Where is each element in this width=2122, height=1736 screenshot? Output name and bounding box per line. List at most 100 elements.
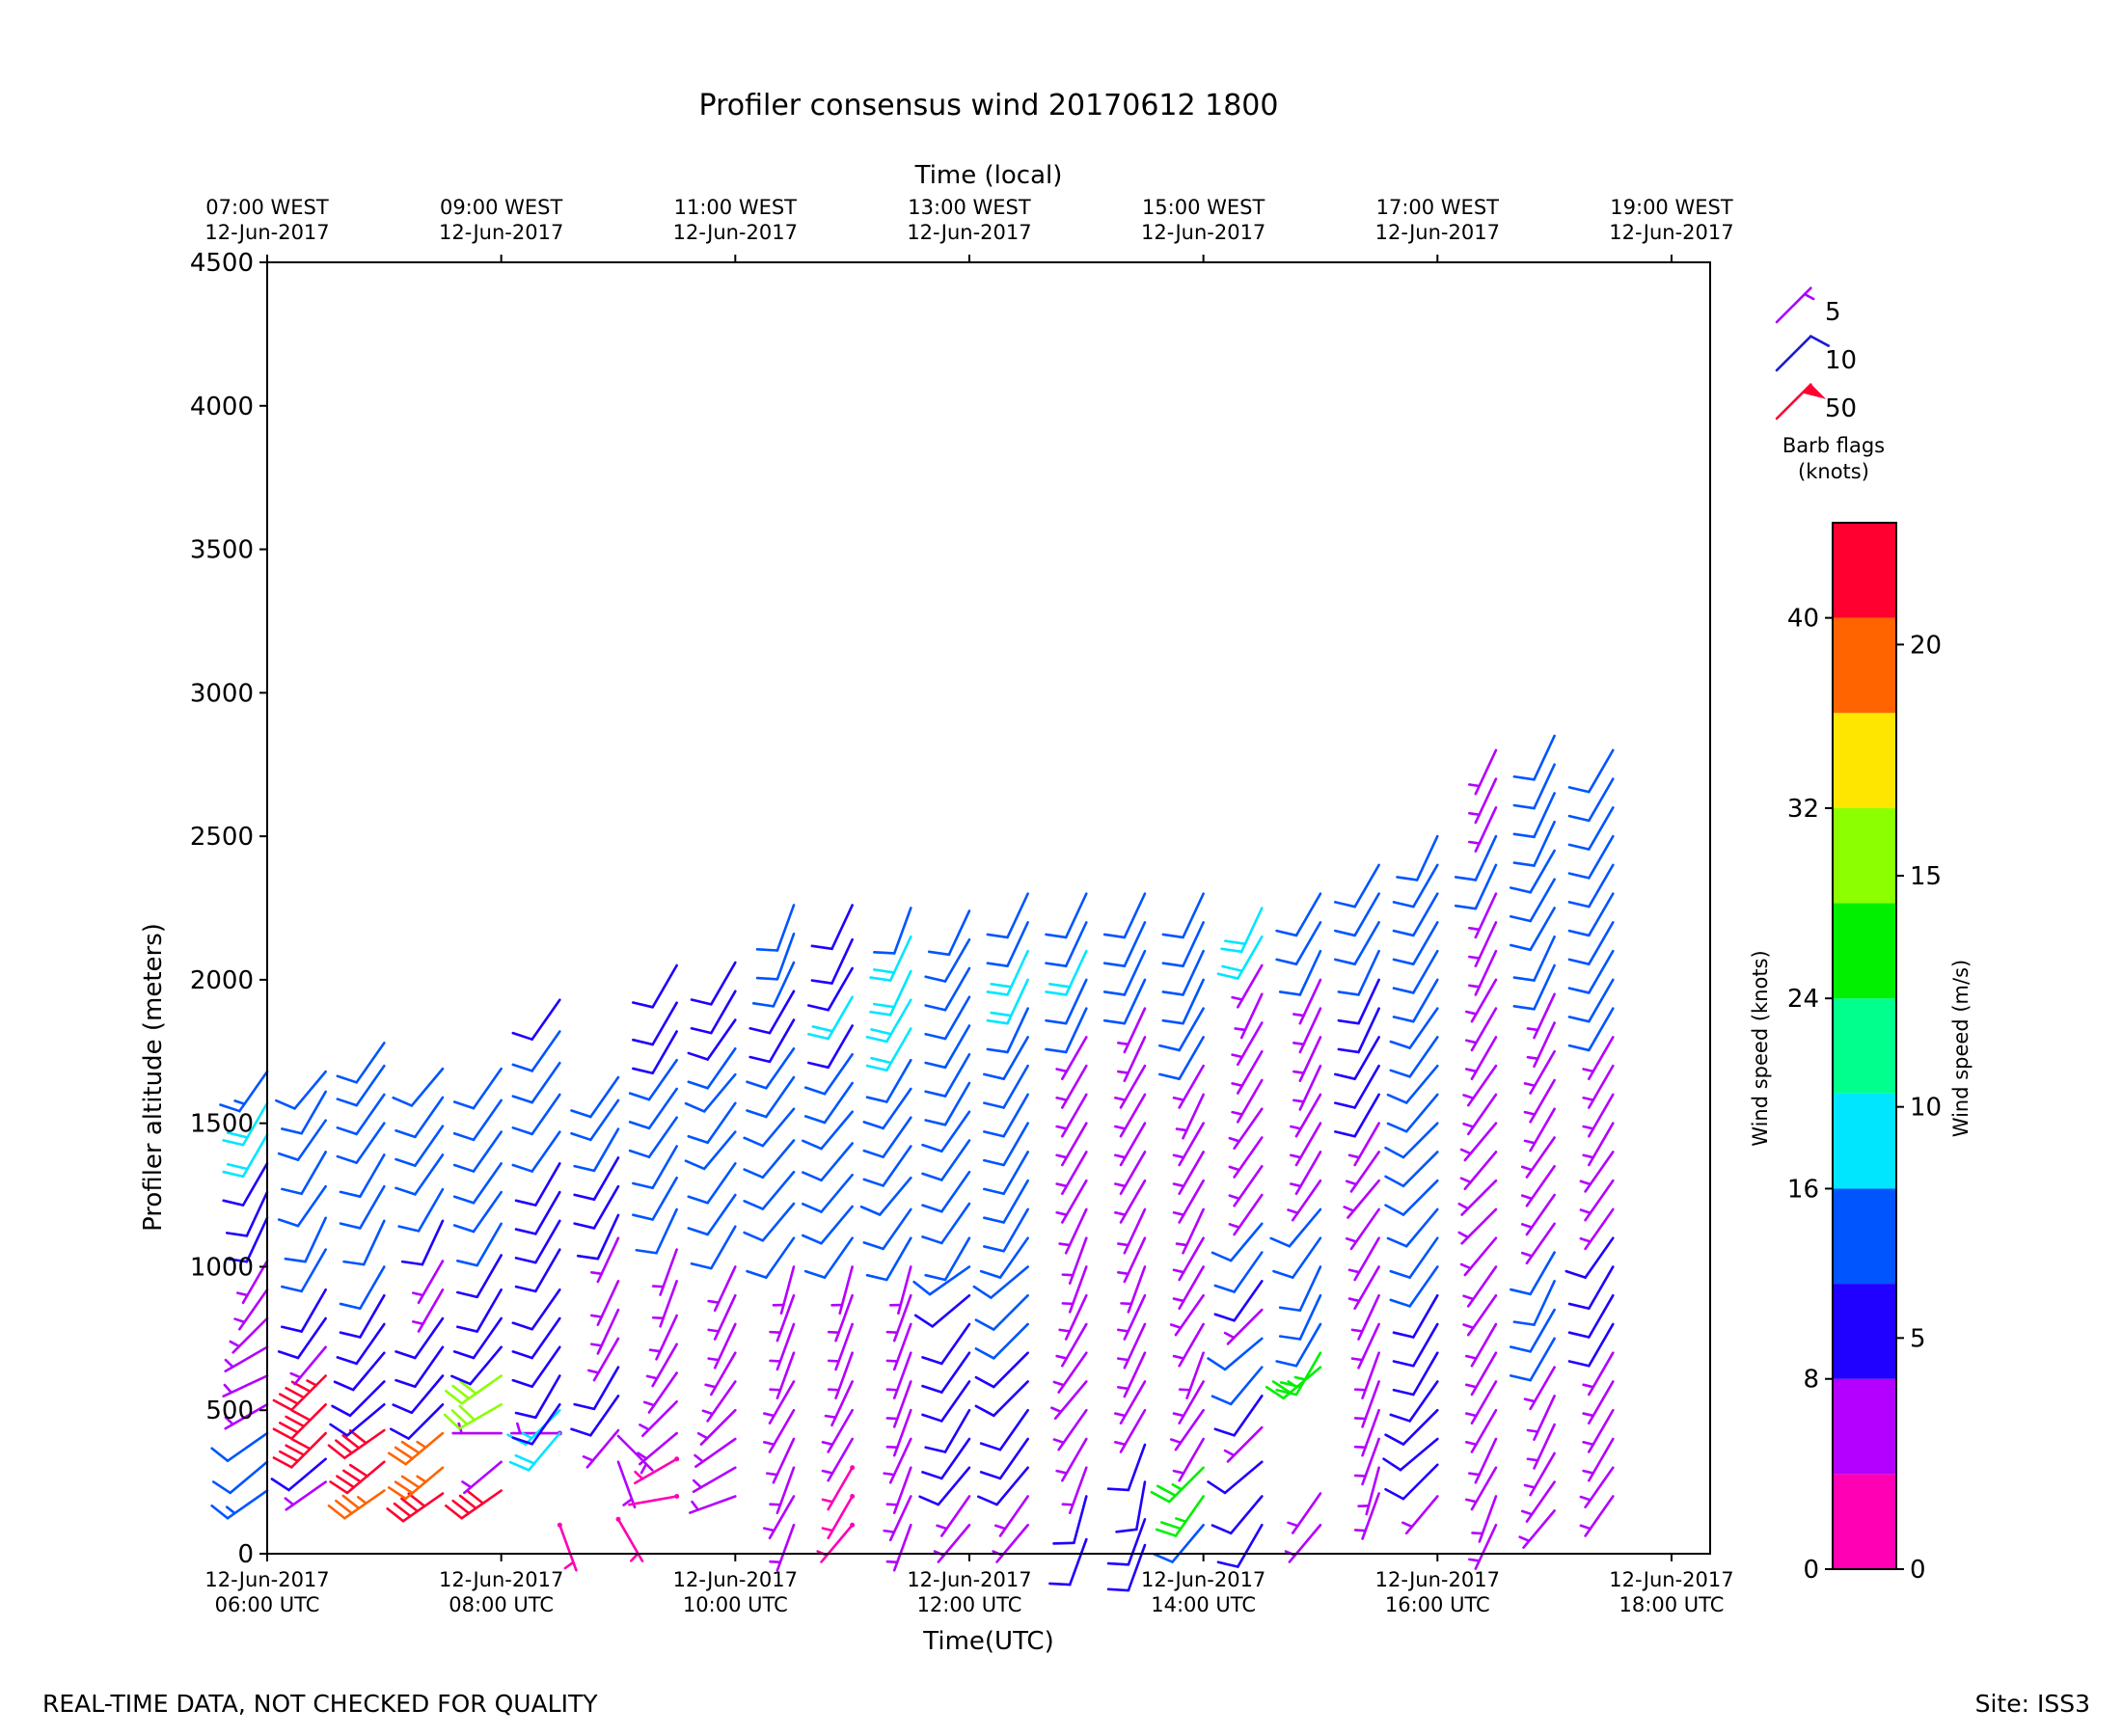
wind-barb: [1055, 1093, 1088, 1138]
wind-barb: [590, 1308, 620, 1355]
wind-barb: [1231, 1021, 1264, 1067]
wind-barb: [1228, 1193, 1264, 1236]
wind-barb: [336, 1322, 386, 1366]
wind-barb: [1392, 949, 1439, 994]
y-tick-label: 3500: [190, 536, 254, 565]
wind-barb: [1384, 1408, 1439, 1446]
wind-barb: [1468, 949, 1498, 996]
wind-barb: [924, 1236, 971, 1282]
wind-barb: [927, 909, 971, 957]
wind-barb: [1392, 1322, 1439, 1368]
wind-barb: [1172, 1437, 1205, 1482]
wind-barb: [336, 1093, 386, 1136]
wind-barb: [746, 1047, 796, 1090]
wind-barb: [1567, 834, 1615, 880]
wind-barb: [687, 1193, 737, 1236]
wind-barb: [514, 1248, 561, 1293]
barb-legend-title-line2: (knots): [1798, 460, 1869, 483]
wind-barb: [284, 1480, 327, 1511]
wind-barb: [1345, 1207, 1380, 1251]
wind-barb: [639, 1399, 678, 1437]
wind-barb: [983, 1093, 1029, 1138]
wind-barb: [1158, 1007, 1205, 1052]
wind-barb: [236, 1260, 269, 1305]
wind-barb: [924, 995, 971, 1041]
wind-barb: [1582, 1351, 1615, 1397]
wind-barb: [651, 1280, 678, 1328]
wind-barb: [394, 1096, 445, 1139]
wind-barb: [445, 1374, 503, 1405]
wind-barb: [1582, 1408, 1615, 1453]
wind-barb: [573, 1184, 620, 1230]
wind-barb: [1386, 1093, 1439, 1133]
wind-barb: [862, 1207, 912, 1251]
wind-barb: [1045, 978, 1088, 1025]
wind-barb: [1052, 1351, 1088, 1394]
wind-barb: [632, 963, 678, 1009]
wind-barb: [1161, 949, 1205, 996]
y-tick-label: 0: [237, 1540, 254, 1569]
wind-barb: [333, 1351, 386, 1392]
wind-barb: [1579, 1179, 1615, 1222]
wind-barb: [921, 1110, 971, 1153]
wind-barb: [412, 1288, 445, 1333]
wind-barb: [974, 1380, 1029, 1418]
wind-barb: [974, 1293, 1029, 1331]
wind-barb: [1579, 1495, 1615, 1537]
wind-barb: [1114, 1408, 1147, 1453]
y-tick-label: 500: [205, 1397, 254, 1425]
wind-barb: [637, 1431, 678, 1466]
wind-barb: [224, 1402, 269, 1430]
wind-barb: [1161, 921, 1205, 967]
wind-barb: [1172, 1380, 1205, 1425]
wind-barb: [1223, 1425, 1264, 1463]
wind-barb: [1512, 963, 1556, 1011]
wind-barb: [452, 1099, 503, 1142]
wind-barb: [272, 1431, 327, 1469]
wind-barb: [514, 1374, 561, 1420]
wind-barb: [1172, 1064, 1205, 1109]
top-tick-label-time: 17:00 WEST: [1376, 196, 1500, 219]
wind-barb: [885, 1523, 912, 1572]
wind-barb: [888, 1265, 912, 1316]
wind-barb: [807, 1024, 854, 1070]
x-tick-label-date: 12-Jun-2017: [204, 1568, 329, 1591]
wind-barb: [883, 1437, 912, 1484]
wind-barb: [1468, 892, 1498, 939]
wind-barb: [1567, 921, 1615, 965]
wind-barb: [707, 1265, 737, 1313]
colorbar-segment: [1833, 998, 1896, 1094]
wind-barb: [1211, 1495, 1264, 1535]
wind-barb: [1347, 1236, 1380, 1282]
plot-frame: [266, 261, 1711, 1555]
wind-barb: [1150, 1466, 1205, 1504]
wind-barb: [755, 932, 796, 981]
wind-barb: [743, 1139, 796, 1180]
wind-barb: [1510, 1308, 1556, 1353]
wind-barb: [272, 1402, 327, 1440]
wind-barb: [707, 1322, 737, 1370]
wind-barb: [803, 1081, 854, 1125]
x-tick-label-time: 12:00 UTC: [917, 1593, 1022, 1616]
colorbar-segment: [1833, 1284, 1896, 1379]
wind-barb: [802, 1110, 854, 1151]
wind-barb: [590, 1236, 620, 1284]
wind-barb: [1055, 1151, 1088, 1196]
wind-barb: [827, 1351, 854, 1399]
wind-barb: [1213, 1280, 1264, 1322]
barb-legend-label: 5: [1825, 298, 1841, 327]
wind-barb: [1386, 1064, 1439, 1104]
wind-barb: [1234, 992, 1264, 1040]
wind-barb: [1292, 1007, 1322, 1054]
wind-barb: [1579, 1466, 1615, 1508]
wind-barb: [1510, 849, 1556, 894]
wind-barb: [1102, 978, 1147, 1025]
wind-barb: [755, 904, 796, 952]
wind-barb: [445, 1489, 503, 1520]
top-tick-label-time: 15:00 WEST: [1142, 196, 1265, 219]
wind-barb: [993, 1495, 1029, 1537]
wind-barb: [1523, 1049, 1556, 1095]
x-tick-label-time: 08:00 UTC: [449, 1593, 554, 1616]
wind-barb: [979, 1437, 1029, 1480]
colorbar-knot-label: 16: [1787, 1175, 1819, 1204]
